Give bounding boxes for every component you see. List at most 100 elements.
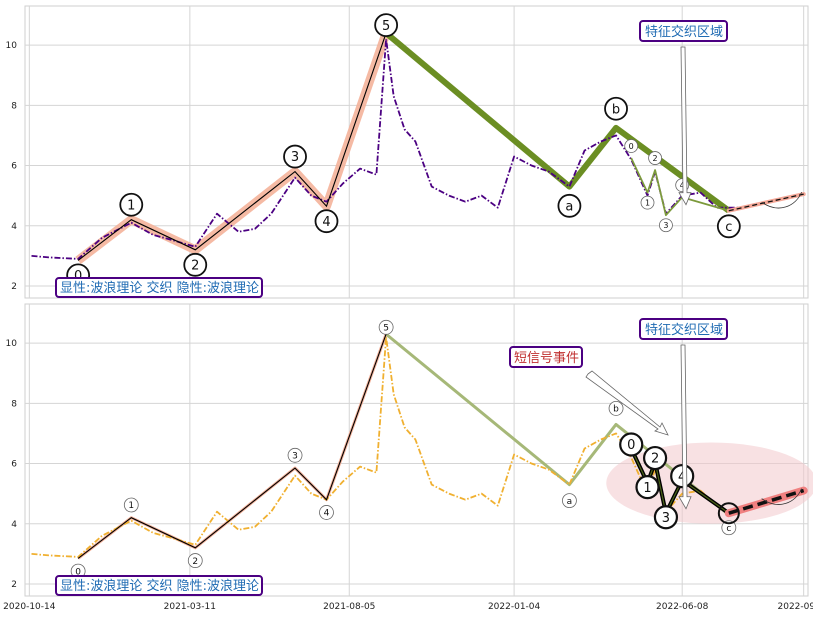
x-tick-label: 2021-08-05 — [323, 602, 375, 612]
projection-hook — [761, 488, 803, 505]
feature-zone-text: 特征交织区域 — [645, 322, 723, 338]
feature-zone-text: 特征交织区域 — [645, 24, 723, 40]
impulse-label-5-circle — [378, 319, 394, 335]
impulse-label-2-label: 2 — [191, 259, 199, 274]
impulse-label-2-circle — [187, 553, 203, 568]
small-label-3-circle — [659, 218, 673, 233]
y-tick-label: 8 — [11, 101, 17, 111]
impulse-label-1-label: 1 — [127, 198, 135, 213]
impulse-label-4-circle — [319, 505, 334, 520]
impulse-label-5-label: 5 — [383, 324, 389, 334]
y-tick-label: 4 — [11, 520, 17, 530]
impulse-label-1: 1 — [119, 192, 144, 217]
x-tick-label: 2020-10-14 — [3, 602, 56, 612]
small-wave-line — [630, 157, 730, 217]
correction-label-a-circle — [562, 493, 577, 509]
small-label-0-circle — [624, 139, 639, 153]
impulse-label-1-circle — [119, 192, 144, 217]
small-label-2-circle — [648, 151, 662, 165]
short-signal-annotation: 短信号事件 — [509, 346, 669, 436]
small-label-4: 4 — [670, 464, 695, 489]
impulse-label-4: 4 — [319, 505, 334, 520]
short-signal-box — [509, 346, 583, 368]
small-label-0-circle — [619, 432, 644, 457]
correction-label-c-label: c — [725, 220, 732, 235]
impulse-label-3-circle — [287, 447, 303, 463]
correction-label-b: b — [604, 96, 628, 121]
correction-label-c: c — [716, 214, 741, 239]
plot-area — [24, 5, 809, 299]
small-label-2-label: 2 — [651, 452, 659, 467]
small-label-0: 0 — [624, 139, 639, 153]
impulse-label-3-circle — [283, 144, 307, 169]
x-tick-label: 2022-06-08 — [656, 602, 709, 612]
impulse-label-1: 1 — [123, 497, 139, 513]
small-label-1-label: 1 — [645, 199, 650, 208]
y-tick-label: 10 — [6, 41, 18, 51]
correction-label-b-label: b — [613, 405, 619, 415]
feature-zone-arrow — [678, 344, 692, 510]
y-tick-label: 2 — [11, 282, 17, 292]
impulse-label-0-label: 0 — [74, 269, 82, 284]
impulse-label-3: 3 — [287, 447, 303, 463]
feature-zone-box — [639, 318, 728, 340]
correction-label-a: a — [557, 193, 582, 218]
impulse-label-3-label: 3 — [291, 150, 299, 165]
small-label-2: 2 — [648, 151, 662, 165]
small-label-2-circle — [642, 445, 668, 471]
small-label-2: 2 — [642, 445, 668, 471]
x-tick-label: 2022-09-28 — [778, 602, 813, 612]
feature-zone-box — [639, 20, 728, 42]
small-label-1: 1 — [640, 195, 655, 210]
impulse-label-5: 5 — [378, 319, 394, 335]
small-label-3-label: 3 — [662, 511, 670, 526]
small-label-1-circle — [635, 475, 660, 500]
legend-box-text: 显性:波浪理论 交织 隐性:波浪理论 — [60, 578, 259, 594]
impulse-label-5: 5 — [374, 13, 399, 37]
impulse-label-5-label: 5 — [382, 19, 390, 34]
correction-label-c-circle — [716, 214, 741, 239]
impulse-label-2-circle — [183, 252, 208, 277]
impulse-wave-line — [77, 32, 387, 261]
y-tick-label: 10 — [6, 339, 18, 349]
correction-label-b-label: b — [612, 102, 620, 117]
impulse-label-4-label: 4 — [322, 215, 330, 230]
x-tick-label: 2022-01-04 — [488, 602, 541, 612]
legend-box-frame — [55, 575, 263, 596]
small-label-1: 1 — [635, 475, 660, 500]
correction-label-a-circle — [557, 193, 582, 218]
small-label-4-label: 4 — [680, 181, 685, 190]
small-label-1-circle — [640, 195, 655, 210]
small-label-4-label: 4 — [678, 470, 686, 485]
correction-label-c-circle — [721, 520, 737, 536]
price-line — [31, 38, 746, 260]
projection-line — [728, 193, 804, 212]
impulse-label-4-circle — [314, 209, 339, 234]
small-label-2-label: 2 — [653, 154, 658, 163]
legend-box-frame — [55, 277, 263, 298]
x-tick-label: 2021-03-11 — [164, 602, 216, 612]
legend-box: 显性:波浪理论 交织 隐性:波浪理论 — [55, 575, 263, 596]
projection-hook — [761, 191, 803, 209]
impulse-label-4-label: 4 — [324, 509, 330, 519]
impulse-wave-line — [77, 333, 387, 559]
projection-line — [728, 488, 805, 515]
small-label-0: 0 — [619, 432, 644, 457]
impulse-label-4: 4 — [314, 209, 339, 234]
impulse-label-1-label: 1 — [128, 501, 134, 511]
correction-label-b: b — [608, 401, 624, 416]
correction-label-a: a — [562, 493, 577, 509]
impulse-label-5-circle — [374, 13, 399, 37]
correction-label-c: c — [721, 520, 737, 536]
x-axis: 2020-10-14 2021-03-11 2021-08-05 2022-01-04… — [3, 602, 813, 612]
feature-zone-arrow — [678, 46, 692, 206]
y-tick-label: 6 — [11, 460, 17, 470]
small-label-3: 3 — [653, 505, 679, 530]
feature-zone-annotation: 特征交织区域 — [639, 318, 728, 510]
small-label-0-label: 0 — [627, 438, 635, 453]
feature-zone-annotation: 特征交织区域 — [639, 20, 728, 206]
legend-box: 显性:波浪理论 交织 隐性:波浪理论 — [55, 277, 263, 298]
y-tick-label: 4 — [11, 222, 17, 232]
